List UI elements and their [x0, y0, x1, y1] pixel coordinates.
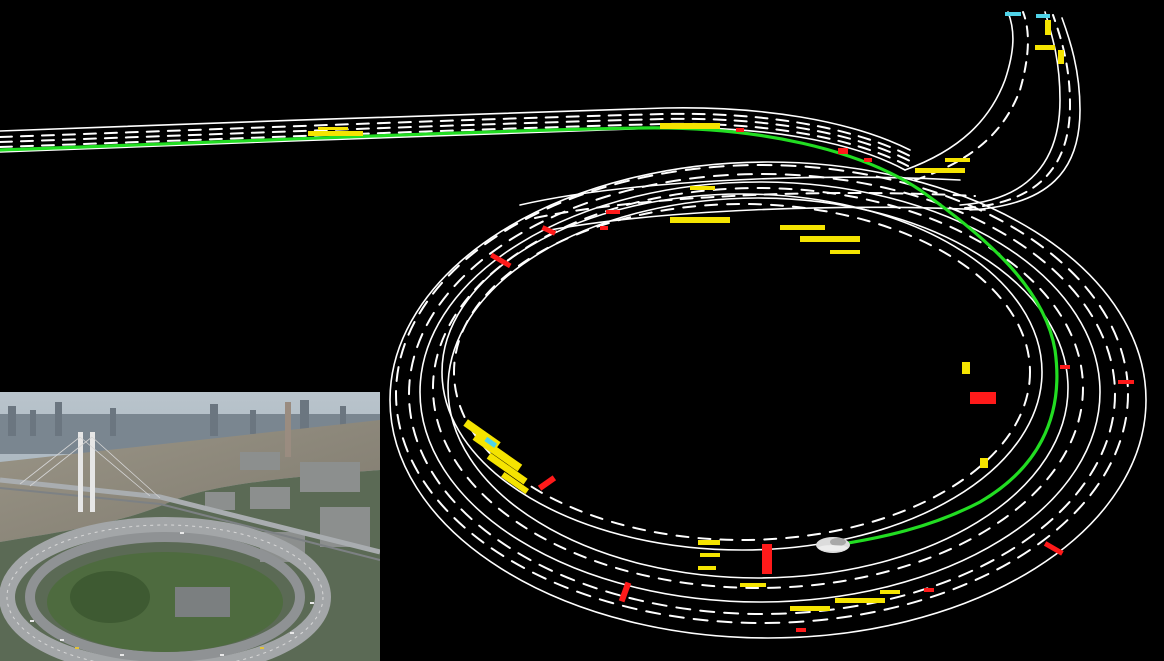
aerial-photo-inset — [0, 392, 380, 661]
planned-path — [0, 126, 1059, 547]
cyan-features — [484, 12, 1050, 448]
car-icon — [816, 537, 850, 553]
approach-road — [0, 107, 911, 171]
exit-ramps — [904, 11, 1081, 211]
loop-connector — [519, 176, 986, 231]
yellow-features — [308, 20, 1064, 611]
red-features — [489, 128, 1134, 632]
ring-road — [389, 161, 1147, 639]
